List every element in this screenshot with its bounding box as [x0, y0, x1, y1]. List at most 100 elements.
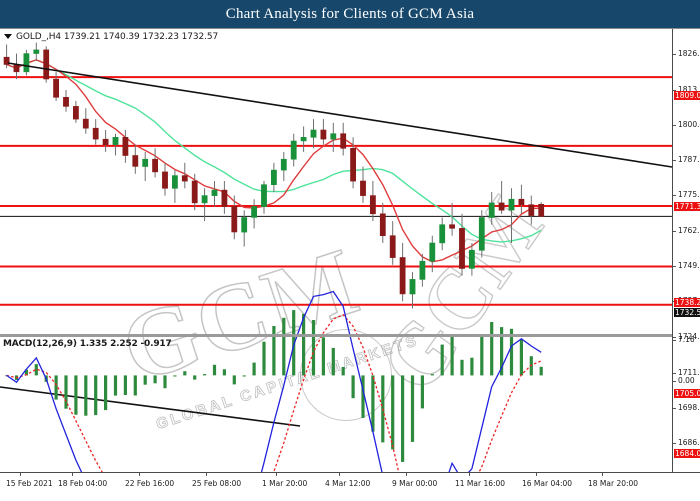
macd-hist-bar [74, 375, 78, 415]
candle-body [528, 204, 535, 216]
candle-body [449, 224, 455, 229]
candle-body [122, 137, 129, 156]
time-axis-tick-label: 11 Mar 16:00 [455, 479, 506, 488]
title-bar: Chart Analysis for Clients of GCM Asia [0, 0, 700, 28]
macd-axis-tick-label: 0.00 [678, 376, 695, 385]
time-axis-tick-label: 4 Mar 12:00 [325, 479, 371, 488]
macd-hist-bar [470, 357, 474, 376]
candle-body [251, 206, 257, 218]
macd-hist-bar [54, 375, 58, 400]
candle-body [379, 213, 386, 237]
chevron-down-icon[interactable] [4, 34, 12, 39]
tick-dash-icon [673, 89, 676, 91]
chart-frame: GCM GLOBAL CAPITAL MARKETS GCM GOLD_,H4 … [0, 28, 700, 501]
tick-dash-icon [673, 372, 676, 374]
macd-main-path [6, 290, 542, 472]
macd-hist-bar [351, 375, 355, 399]
macd-hist-bar [519, 339, 523, 376]
macd-hist-bar [371, 375, 375, 432]
candle-body [112, 137, 119, 145]
candle-body [152, 158, 158, 173]
candle-body [63, 97, 69, 107]
page-title: Chart Analysis for Clients of GCM Asia [225, 5, 475, 22]
macd-hist-bar [262, 341, 266, 376]
time-axis-tick-label: 16 Mar 04:00 [522, 479, 573, 488]
candle-body [102, 138, 109, 145]
candle-body [231, 206, 238, 233]
macd-hist-bar [163, 375, 167, 389]
macd-hist-bar [391, 375, 395, 450]
time-axis-tick-label: 15 Feb 2021 [6, 479, 53, 488]
candle-body [350, 148, 356, 182]
macd-hist-bar [480, 336, 484, 376]
macd-hist-bar [143, 375, 147, 385]
macd-hist-bar [302, 313, 306, 376]
candle-body [191, 180, 198, 204]
ma-slow-line [6, 59, 542, 243]
macd-hist-bar [311, 320, 316, 376]
macd-hist-bar [440, 344, 444, 376]
macd-hist-bar [539, 366, 543, 376]
trendline [0, 386, 301, 427]
candle-body [478, 217, 485, 251]
candle-body [211, 189, 218, 196]
candle-body [270, 169, 277, 186]
candle-body [508, 198, 515, 211]
price-axis-tick-label: 1813.05 [678, 85, 700, 94]
price-level-label[interactable]: 1738.27 [674, 298, 700, 307]
macd-hist-bar [252, 362, 256, 376]
macd-hist-bar [401, 375, 405, 462]
price-axis-tick: 1826.00 [673, 49, 700, 58]
price-axis-tick-label: 1787.85 [678, 155, 700, 164]
price-level-label[interactable]: 1809.08 [674, 91, 700, 100]
time-axis-tick-label: 18 Mar 20:00 [588, 479, 639, 488]
macd-hist-bar [133, 375, 137, 396]
price-axis-tick-label: 1749.70 [678, 261, 700, 270]
plot-area[interactable]: GCM GLOBAL CAPITAL MARKETS GCM GOLD_,H4 … [0, 29, 672, 472]
price-axis-tick-label: 1686.35 [678, 438, 700, 447]
macd-hist-bar [410, 375, 415, 442]
symbol-header[interactable]: GOLD_,H4 1739.21 1740.39 1732.23 1732.57 [4, 32, 218, 42]
candle-body [330, 133, 337, 140]
tick-dash-icon [673, 265, 676, 267]
candle-body [409, 279, 416, 295]
macd-main-line [6, 290, 542, 472]
time-axis-tick-label: 25 Feb 08:00 [192, 479, 242, 488]
candle-body [23, 53, 30, 73]
macd-hist-bar [460, 359, 464, 376]
ma-fast-path [6, 59, 542, 263]
macd-axis-tick-label: 7.16 [678, 335, 695, 344]
price-axis-tick: 1762.30 [673, 226, 700, 235]
candle-body [181, 175, 188, 182]
candle-body [310, 129, 317, 138]
candle-body [3, 56, 10, 65]
current-price-label[interactable]: 1732.57 [674, 308, 700, 317]
candle-body [300, 137, 307, 142]
price-axis-tick: 1686.35 [673, 438, 700, 447]
price-level-label[interactable]: 1705.09 [674, 389, 700, 398]
candle-body [459, 228, 465, 269]
price-axis[interactable]: 1826.00 1813.05 1800.45 1787.85 1775.25 1762.… [672, 29, 700, 488]
candle-body [419, 260, 426, 280]
candle-body [290, 140, 297, 160]
macd-hist-bar [341, 367, 345, 376]
macd-axis-tick: 0.00 [673, 376, 695, 385]
candle-body [498, 202, 505, 211]
macd-hist-bar [64, 375, 68, 409]
time-axis[interactable]: 15 Feb 2021 18 Feb 04:00 22 Feb 16:00 25 Fe… [0, 472, 700, 501]
tick-dash-icon [673, 380, 676, 382]
macd-hist-bar [500, 327, 504, 376]
price-axis-tick-label: 1711.55 [678, 368, 700, 377]
ma-slow-path [6, 59, 542, 243]
price-level-label[interactable]: 1771.30 [674, 202, 700, 211]
macd-axis-tick: 7.16 [673, 335, 695, 344]
candle-body [360, 180, 366, 196]
tick-dash-icon [673, 194, 676, 196]
symbol-header-text: GOLD_,H4 1739.21 1740.39 1732.23 1732.57 [16, 32, 219, 42]
price-axis-tick: 1787.85 [673, 155, 700, 164]
macd-hist-bar [321, 337, 325, 376]
time-axis-tick-mark [339, 473, 340, 476]
price-axis-tick: 1813.05 [673, 85, 700, 94]
price-level-label[interactable]: 1684.09 [674, 449, 700, 458]
